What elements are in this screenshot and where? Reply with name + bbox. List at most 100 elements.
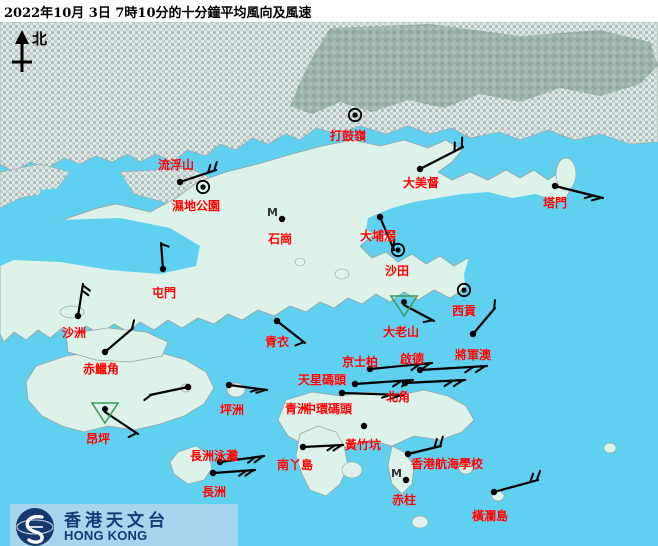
station-marker-dot	[102, 406, 108, 412]
station-label-tseung-kwan-o: 將軍澳	[455, 348, 492, 362]
station-shek-kong[interactable]	[278, 215, 286, 223]
wind-barb-flag-1	[529, 472, 535, 484]
station-marker-dot	[184, 383, 192, 391]
station-sai-kung[interactable]	[456, 282, 472, 298]
station-marker-dot	[216, 458, 224, 466]
station-central-pier[interactable]	[338, 389, 406, 400]
wind-barb-flag-0	[294, 341, 305, 347]
station-lau-fau-shan[interactable]	[176, 160, 218, 186]
north-label: 北	[32, 30, 48, 48]
hko-emblem-icon	[16, 508, 54, 546]
logo-text-en: HONG KONG OBSERVATORY	[64, 528, 164, 546]
station-cheung-chau-beach[interactable]	[216, 454, 266, 466]
wind-barb-shaft	[227, 383, 269, 392]
station-marker-dot	[176, 178, 184, 186]
wind-barb-flag-0	[253, 455, 264, 464]
wind-barb-flag-0	[493, 299, 496, 311]
station-tai-mei-tuk[interactable]	[416, 136, 465, 173]
station-hk-sea-school[interactable]	[404, 435, 444, 458]
station-label-central-pier: 中環碼頭	[304, 402, 353, 416]
islet-a	[341, 461, 363, 479]
north-arrow-icon	[12, 30, 32, 72]
wind-barb-flag-0	[535, 469, 542, 482]
mountain-station-triangle	[389, 295, 419, 318]
station-marker-dot	[395, 247, 401, 253]
station-chek-lap-kok[interactable]	[101, 319, 136, 356]
station-label-kai-tak: 啟德	[400, 352, 425, 366]
wind-barb-flag-0	[244, 469, 255, 477]
station-label-tate-s-cairn: 大老山	[383, 325, 420, 339]
cheung-chau-island	[169, 445, 213, 485]
station-marker-dot	[401, 299, 407, 305]
wind-barb-flag-0	[160, 242, 170, 248]
station-waglan-island[interactable]	[490, 469, 542, 496]
wind-barb-flag-0	[127, 432, 138, 439]
wind-barb-shaft	[378, 215, 396, 252]
wind-barb-flag-1	[81, 289, 90, 297]
station-tuen-mun[interactable]	[159, 241, 170, 273]
station-tap-mun[interactable]	[551, 182, 605, 202]
station-kai-tak[interactable]	[416, 364, 489, 374]
wind-barb-flag-0	[81, 284, 91, 292]
wind-barb-flag-0	[390, 393, 404, 400]
wind-barb-flag-0	[439, 435, 444, 448]
station-tai-po-kau[interactable]	[376, 213, 396, 252]
station-marker-dot	[402, 476, 410, 484]
station-stanley[interactable]	[402, 476, 410, 484]
station-marker-dot	[338, 389, 346, 397]
station-label-sai-kung: 西貢	[452, 304, 477, 318]
station-tseung-kwan-o[interactable]	[469, 299, 497, 338]
station-marker-dot	[360, 422, 368, 430]
wind-barb-flag-1	[433, 437, 438, 449]
station-label-peng-chau: 坪洲	[220, 403, 245, 417]
wind-barb-flag-0	[422, 319, 434, 324]
wind-barb-shaft	[471, 306, 497, 336]
hko-logo: 香港天文台 HONG KONG OBSERVATORY	[10, 504, 238, 546]
station-cheung-chau[interactable]	[209, 468, 257, 477]
wind-barb-flag-1	[326, 444, 336, 452]
station-peng-chau[interactable]	[225, 381, 269, 394]
wind-barb-shaft	[275, 319, 307, 345]
station-label-tsing-yi: 青衣	[265, 335, 290, 349]
station-marker-dot	[352, 112, 358, 118]
station-marker-ring	[195, 179, 211, 195]
station-ngong-ping[interactable]	[90, 402, 140, 439]
wind-barb-shaft	[218, 454, 266, 464]
station-lamma-island[interactable]	[299, 443, 345, 452]
station-ta-kwu-ling[interactable]	[347, 107, 363, 123]
station-label-tai-po-kau: 大埔滘	[360, 229, 397, 243]
station-label-sha-chau: 沙洲	[62, 326, 87, 340]
station-sha-tin[interactable]	[390, 242, 406, 258]
station-north-point[interactable]	[401, 378, 467, 388]
station-marker-dot	[273, 317, 281, 325]
station-label-lau-fau-shan: 流浮山	[158, 158, 195, 172]
islet-d	[294, 257, 306, 267]
station-marker-dot	[416, 366, 424, 374]
wind-barb-flag-0	[130, 319, 136, 330]
station-tsing-yi[interactable]	[273, 317, 307, 347]
station-wong-chuk-hang[interactable]	[360, 422, 368, 430]
wind-barb-shaft	[76, 282, 85, 318]
station-marker-dot	[416, 165, 424, 173]
wind-barb-flag-0	[590, 196, 603, 202]
station-marker-dot	[490, 488, 498, 496]
wind-barb-layer	[74, 107, 605, 496]
station-marker-dot	[376, 213, 384, 221]
wind-barb-shaft	[340, 391, 406, 397]
station-mast-letter-m: M	[391, 467, 402, 480]
station-label-king-s-park: 京士柏	[342, 355, 379, 369]
islet-b	[458, 461, 474, 475]
wind-barb-flag-0	[213, 160, 218, 172]
station-tate-s-cairn[interactable]	[389, 295, 436, 324]
station-sha-chau[interactable]	[74, 282, 91, 320]
station-green-island[interactable]	[143, 383, 192, 402]
station-wetland-park[interactable]	[195, 179, 211, 195]
station-marker-dot	[404, 450, 412, 458]
station-label-ta-kwu-ling: 打鼓嶺	[330, 129, 367, 143]
station-label-tai-mei-tuk: 大美督	[403, 176, 440, 190]
wind-barb-flag-1	[443, 379, 454, 388]
wind-barb-flag-0	[255, 388, 267, 394]
station-marker-dot	[351, 380, 359, 388]
wind-barb-flag-0	[460, 136, 464, 149]
